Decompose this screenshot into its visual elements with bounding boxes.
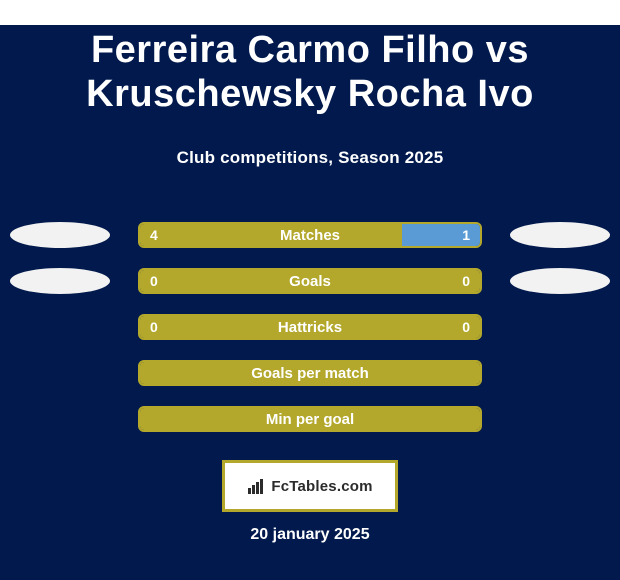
stat-bar: Goals per match [138, 360, 482, 386]
stat-row: Min per goal [0, 396, 620, 442]
stat-bar-fill-left [140, 362, 480, 384]
stat-row: 00Hattricks [0, 304, 620, 350]
stat-value-right: 0 [462, 270, 470, 292]
stat-value-right: 0 [462, 316, 470, 338]
player-marker-left [10, 268, 110, 294]
comparison-infographic: Ferreira Carmo Filho vs Kruschewsky Roch… [0, 25, 620, 580]
stat-bar: Min per goal [138, 406, 482, 432]
stat-bar-fill-left [140, 224, 402, 246]
bar-chart-icon [247, 477, 265, 495]
page-title: Ferreira Carmo Filho vs Kruschewsky Roch… [0, 25, 620, 122]
brand-text: FcTables.com [271, 478, 372, 495]
subtitle: Club competitions, Season 2025 [0, 148, 620, 168]
brand-badge: FcTables.com [222, 460, 398, 512]
player-marker-right [510, 222, 610, 248]
stat-value-left: 0 [150, 316, 158, 338]
stat-row: 00Goals [0, 258, 620, 304]
player-marker-left [10, 222, 110, 248]
stat-value-right: 1 [462, 224, 470, 246]
stat-bar-fill-left [140, 316, 480, 338]
stat-bar: 00Goals [138, 268, 482, 294]
stat-row: 41Matches [0, 212, 620, 258]
date-line: 20 january 2025 [0, 526, 620, 544]
stat-bar: 41Matches [138, 222, 482, 248]
stat-value-left: 4 [150, 224, 158, 246]
stat-bar-fill-left [140, 270, 480, 292]
stat-value-left: 0 [150, 270, 158, 292]
stat-bar-fill-left [140, 408, 480, 430]
stat-bar: 00Hattricks [138, 314, 482, 340]
bars-area: 41Matches00Goals00HattricksGoals per mat… [0, 212, 620, 442]
stat-row: Goals per match [0, 350, 620, 396]
player-marker-right [510, 268, 610, 294]
